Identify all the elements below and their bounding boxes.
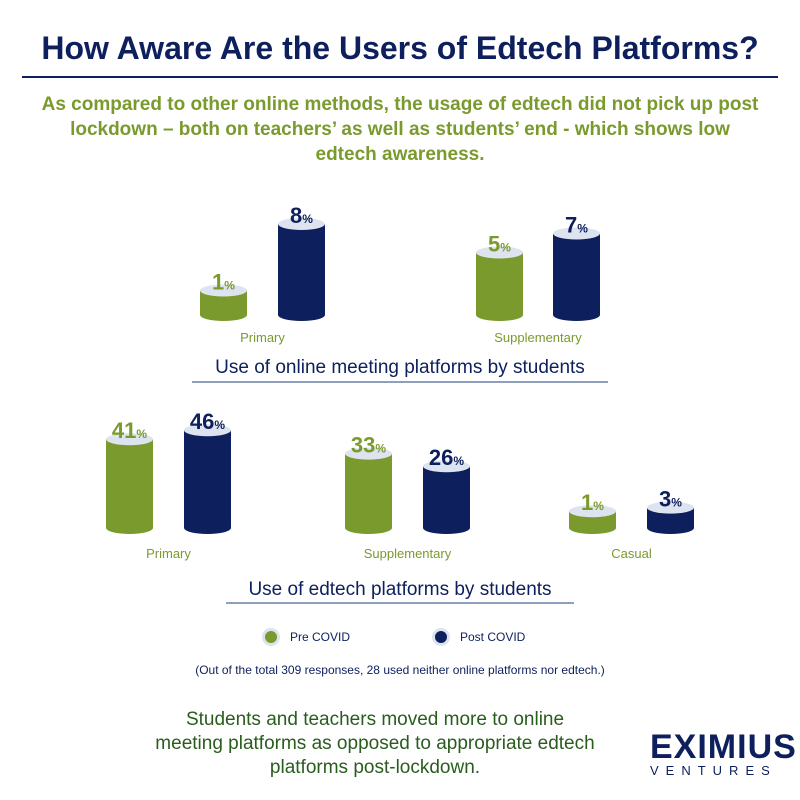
legend-post-label: Post COVID — [460, 630, 526, 644]
logo-main: EXIMIUS — [650, 728, 797, 766]
bar-bottom — [569, 522, 616, 534]
data-label: 33% — [351, 433, 386, 458]
data-label: 1% — [581, 490, 604, 515]
bar-supplementary-pre — [476, 252, 523, 315]
bar-bottom — [106, 522, 153, 534]
data-label: 41% — [112, 418, 147, 443]
bar-bottom — [278, 309, 325, 321]
data-label: 7% — [565, 213, 588, 238]
bar-bottom — [423, 522, 470, 534]
legend-pre: Pre COVID — [262, 628, 350, 646]
bar-primary-post — [184, 430, 231, 528]
bar-supplementary-pre — [345, 453, 392, 528]
bar-supplementary-post — [423, 466, 470, 528]
data-label: 5% — [488, 232, 511, 257]
bar-cap — [553, 227, 600, 240]
bar-cap — [106, 433, 153, 446]
category-label: Casual — [611, 546, 652, 561]
legend-post: Post COVID — [432, 628, 525, 646]
bar-cap — [278, 218, 325, 230]
data-label: 8% — [290, 203, 313, 228]
bar-cap — [200, 284, 247, 297]
category-label: Supplementary — [364, 546, 452, 561]
page-title: How Aware Are the Users of Edtech Platfo… — [41, 30, 759, 66]
bar-cap — [647, 501, 694, 514]
charts-svg: 1% 8% Primary 5% 7% Supplementary Use of onlin… — [106, 203, 694, 604]
bar-bottom — [345, 522, 392, 534]
bar-cap — [423, 460, 470, 473]
footnote: (Out of the total 309 responses, 28 used… — [195, 663, 605, 677]
legend-pre-label: Pre COVID — [290, 630, 351, 644]
bar-supplementary-post — [553, 233, 600, 315]
subtitle: As compared to other online methods, the… — [41, 94, 759, 165]
bar-cap — [184, 424, 231, 437]
data-label: 26% — [429, 445, 464, 470]
bar-cap — [345, 447, 392, 460]
legend-pre-swatch — [262, 628, 280, 646]
bar-primary-pre — [106, 439, 153, 528]
title-divider — [22, 76, 778, 78]
data-label: 1% — [212, 270, 235, 295]
bar-bottom — [184, 522, 231, 534]
bar-bottom — [647, 522, 694, 534]
bar-bottom — [553, 309, 600, 321]
bar-primary-post — [278, 224, 325, 315]
logo-sub: VENTURES — [650, 763, 777, 778]
category-label: Primary — [146, 546, 191, 561]
chart-title: Use of online meeting platforms by stude… — [215, 357, 585, 378]
conclusion-text: Students and teachers moved more to onli… — [155, 709, 595, 778]
data-label: 46% — [190, 409, 225, 434]
bar-bottom — [476, 309, 523, 321]
bar-bottom — [200, 309, 247, 321]
category-label: Supplementary — [494, 330, 582, 345]
data-label: 3% — [659, 487, 682, 512]
eximius-logo: EXIMIUS VENTURES — [650, 728, 797, 778]
category-label: Primary — [240, 330, 285, 345]
bar-cap — [476, 246, 523, 259]
bar-cap — [569, 505, 616, 518]
chart-title: Use of edtech platforms by students — [248, 579, 551, 600]
legend-post-swatch — [432, 628, 450, 646]
